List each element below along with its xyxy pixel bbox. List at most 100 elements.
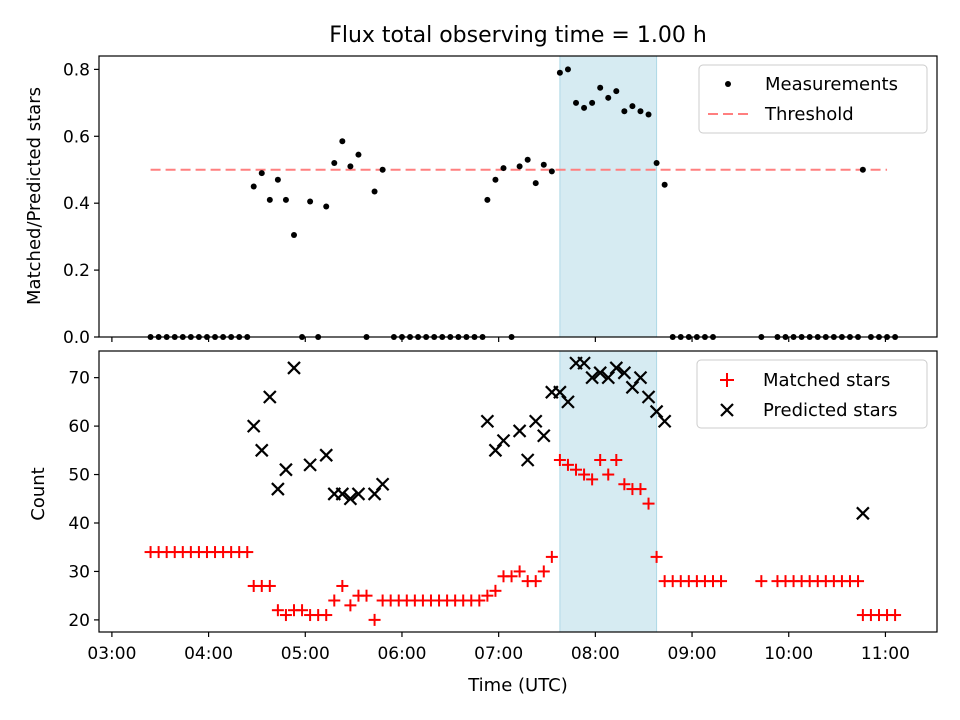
legend-predicted-marker: [720, 403, 734, 417]
predicted-star-point: [246, 419, 261, 433]
ratio-ytick-group: 0.0 0.2 0.4 0.6 0.8: [63, 60, 99, 348]
measurement-point: [613, 88, 620, 95]
predicted-star-point: [279, 462, 293, 477]
ratio-panel: Flux total observing time = 1.00 h 0.00.…: [24, 23, 938, 348]
measurement-point: [573, 99, 580, 106]
measurement-point: [589, 99, 596, 106]
legend-matched-label: Matched stars: [763, 370, 890, 391]
legend-predicted-label: Predicted stars: [763, 400, 897, 421]
y-tick-label: 20: [68, 611, 90, 631]
ratio-plot-frame: [98, 55, 938, 338]
x-tick-label: 09:00: [668, 644, 717, 664]
y-tick-label: 70: [68, 369, 90, 389]
measurement-point: [581, 104, 588, 111]
predicted-star-point: [553, 385, 567, 399]
matched-star-point: [561, 458, 574, 471]
measurement-point: [492, 176, 499, 183]
x-axis-label: Time (UTC): [467, 675, 568, 696]
x-tick-label: 04:00: [184, 644, 233, 664]
measurement-point: [556, 69, 563, 76]
predicted-star-point: [375, 477, 390, 492]
matched-star-point: [610, 454, 623, 467]
measurement-point: [564, 66, 571, 73]
measurement-point: [355, 151, 362, 158]
measurement-point: [266, 196, 273, 203]
measurement-point: [323, 203, 330, 210]
matched-star-point: [889, 609, 902, 622]
ratio-legend: Measurements Threshold: [698, 64, 928, 134]
count-shaded-interval: [559, 350, 658, 633]
predicted-star-point: [271, 482, 285, 496]
measurement-point: [379, 166, 386, 173]
measurement-point: [371, 188, 378, 195]
y-tick-label: 0.4: [63, 194, 90, 214]
measurement-point: [532, 180, 539, 187]
predicted-star-point: [496, 433, 511, 448]
matched-star-point: [368, 613, 381, 626]
measurement-point: [645, 111, 652, 118]
matched-star-point: [344, 599, 357, 612]
y-tick-label: 0.8: [63, 60, 90, 80]
count-ytick-group: 20 30 40 50 60 70: [68, 369, 99, 631]
measurement-point: [258, 170, 265, 177]
matched-star-point: [634, 483, 647, 496]
matched-star-point: [328, 594, 341, 607]
y-tick-label: 50: [68, 466, 90, 486]
matched-stars-series: [144, 454, 902, 626]
x-tick-label: 03:00: [87, 644, 136, 664]
matched-star-point: [755, 575, 768, 588]
predicted-star-point: [593, 366, 607, 380]
predicted-star-point: [367, 487, 382, 501]
predicted-star-point: [351, 487, 366, 501]
predicted-star-point: [577, 356, 591, 370]
x-tick-label: 11:00: [861, 644, 910, 664]
measurement-point: [484, 196, 491, 203]
matched-star-point: [545, 550, 558, 563]
matched-star-point: [336, 579, 349, 592]
matched-star-point: [852, 575, 865, 588]
predicted-star-point: [319, 448, 334, 462]
measurement-point: [282, 196, 289, 203]
matched-star-point: [537, 565, 550, 578]
predicted-star-point: [343, 491, 358, 506]
predicted-star-point: [633, 370, 648, 385]
matched-star-point: [618, 478, 631, 491]
predicted-star-point: [657, 414, 672, 429]
predicted-stars-series: [246, 356, 870, 521]
y-tick-label: 60: [68, 417, 90, 437]
matched-star-point: [279, 609, 292, 622]
predicted-star-point: [625, 380, 640, 395]
legend-threshold-label: Threshold: [764, 104, 854, 125]
predicted-star-point: [335, 487, 350, 501]
matched-star-point: [594, 454, 607, 467]
predicted-star-point: [303, 458, 317, 472]
y-tick-label: 0.0: [63, 328, 90, 348]
matched-star-point: [271, 604, 284, 617]
measurement-point: [516, 163, 523, 170]
predicted-star-point: [287, 361, 301, 375]
matched-star-point: [505, 570, 518, 583]
matched-star-point: [650, 550, 663, 563]
predicted-star-point: [520, 453, 535, 467]
measurement-point: [500, 165, 507, 172]
x-tick-label: 06:00: [377, 644, 426, 664]
measurement-point: [661, 181, 668, 188]
measurement-point: [621, 108, 628, 115]
predicted-star-point: [537, 429, 551, 443]
matched-star-point: [553, 454, 566, 467]
measurement-point: [290, 231, 297, 238]
ratio-legend-box: [698, 64, 928, 134]
matched-star-point: [296, 604, 309, 617]
measurement-point: [859, 166, 866, 173]
legend-measurements-marker: [725, 81, 731, 87]
matched-star-point: [586, 473, 599, 486]
matched-star-point: [489, 584, 502, 597]
matched-star-point: [513, 565, 526, 578]
count-plot-frame: [98, 350, 938, 633]
predicted-star-point: [480, 414, 495, 429]
predicted-star-point: [263, 390, 277, 404]
matched-star-point: [263, 579, 276, 592]
x-tick-label: 05:00: [281, 644, 330, 664]
measurement-point: [307, 198, 314, 205]
